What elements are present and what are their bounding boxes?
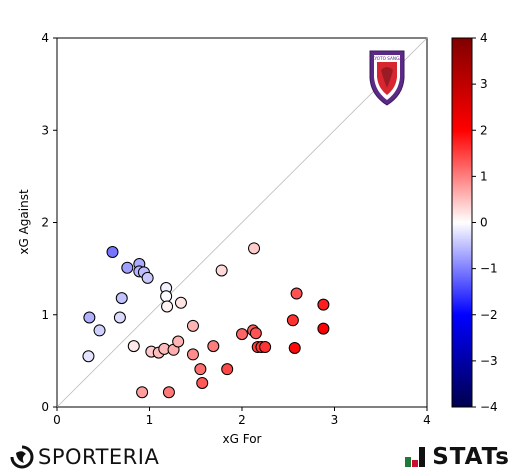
y-axis-label: xG Against [17,189,31,255]
scatter-point [121,261,134,274]
stats-brand: STATs [404,444,510,470]
colorbar-tick-label: −1 [480,262,498,276]
scatter-point [286,314,299,327]
scatter-point [93,324,106,337]
x-tick-label: 1 [146,413,154,427]
scatter-point [113,311,126,324]
scatter-point [215,264,228,277]
scatter-point [288,341,301,354]
scatter-point [160,290,173,303]
scatter-point [196,377,209,390]
sporteria-brand: SPORTERIA [10,444,159,470]
scatter-point [186,319,199,332]
colorbar-tick-label: −4 [480,400,498,414]
colorbar-ticks: 4 3 2 1 0 −1 −2 −3 −4 [472,31,498,414]
y-tick-label: 3 [41,123,49,137]
y-axis-ticks: 0 1 2 3 4 [41,31,57,414]
scatter-point [141,271,154,284]
colorbar-tick-label: 0 [480,216,488,230]
scatter-point [290,287,303,300]
scatter-point [317,322,330,335]
colorbar-tick-label: 2 [480,123,488,137]
stats-bars-icon [405,447,426,467]
scatter-point [317,298,330,311]
scatter-point [221,363,234,376]
scatter-point [236,328,248,341]
scatter-point [207,340,220,353]
scatter-point [248,242,261,255]
scatter-point [136,386,149,399]
scatter-point [249,327,262,340]
colorbar-tick-label: 1 [480,169,488,183]
scatter-point [259,341,272,354]
scatter-points [82,242,330,399]
scatter-point [174,296,187,309]
stats-logo-text: STATs [432,444,510,470]
colorbar-tick-label: 3 [480,77,488,91]
x-tick-label: 0 [53,413,61,427]
x-tick-label: 3 [331,413,339,427]
colorbar-tick-label: −2 [480,308,498,322]
club-badge-text: KYOTO SANGA [372,56,402,61]
scatter-point [194,363,207,376]
scatter-point [172,335,185,348]
x-tick-label: 2 [238,413,246,427]
x-tick-label: 4 [423,413,431,427]
scatter-point [82,350,95,363]
sporteria-logo-text: SPORTERIA [38,445,160,469]
scatter-point [186,348,199,361]
scatter-point [127,340,140,353]
x-axis-label: xG For [223,432,262,446]
colorbar [451,37,473,408]
y-tick-label: 2 [41,216,49,230]
colorbar-tick-label: 4 [480,31,488,45]
scatter-point [161,300,174,313]
scatter-point [106,246,119,259]
x-axis-ticks: 0 1 2 3 4 [53,407,431,427]
club-badge: KYOTO SANGA [369,50,405,106]
scatter-point [115,292,128,305]
y-tick-label: 4 [41,31,49,45]
colorbar-tick-label: −3 [480,354,498,368]
sporteria-swirl-icon [10,445,34,469]
scatter-point [83,311,96,324]
y-tick-label: 0 [41,400,49,414]
reference-line-y-equals-x [56,37,428,408]
y-tick-label: 1 [41,308,49,322]
scatter-point [162,386,175,399]
